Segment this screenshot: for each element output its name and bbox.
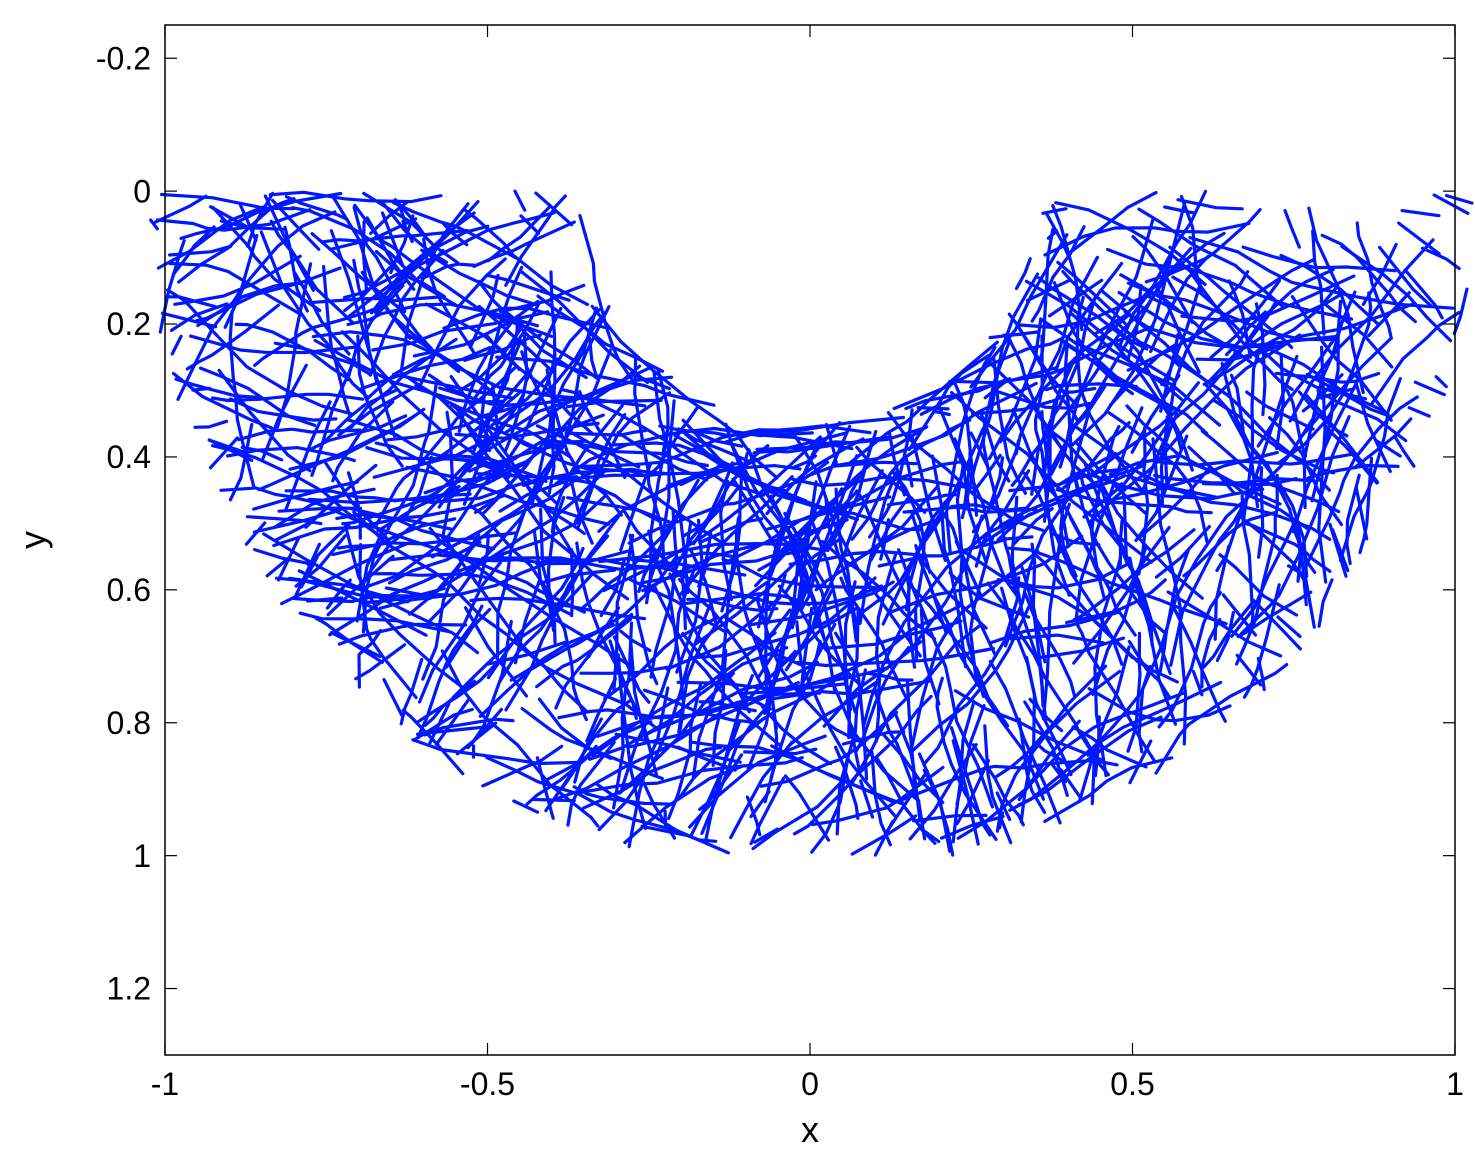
- y-tick-label: 0.8: [107, 705, 151, 741]
- x-tick-label: -0.5: [460, 1066, 515, 1102]
- x-tick-label: 0: [801, 1066, 819, 1102]
- y-tick-label: -0.2: [96, 40, 151, 76]
- x-tick-label: 0.5: [1110, 1066, 1154, 1102]
- y-tick-label: 1: [133, 838, 151, 874]
- x-axis-label: x: [801, 1109, 819, 1150]
- chart-svg: -1 -0.5 0 0.5 1 -0.2 0 0.2 0.4 0.6 0.8 1 1.2 x y: [0, 0, 1475, 1173]
- fragment: [534, 800, 575, 801]
- x-tick-label: -1: [151, 1066, 179, 1102]
- fragment: [193, 388, 210, 390]
- y-tick-label: 0: [133, 173, 151, 209]
- y-tick-label: 0.4: [107, 439, 151, 475]
- figure: -1 -0.5 0 0.5 1 -0.2 0 0.2 0.4 0.6 0.8 1 1.2 x y: [0, 0, 1475, 1173]
- y-tick-label: 0.6: [107, 572, 151, 608]
- fragment: [1092, 761, 1094, 803]
- y-tick-label: 0.2: [107, 306, 151, 342]
- y-axis-label: y: [12, 531, 53, 549]
- fragment: [221, 488, 252, 490]
- y-tick-label: 1.2: [107, 971, 151, 1007]
- x-tick-label: 1: [1446, 1066, 1464, 1102]
- fragment: [1454, 289, 1467, 334]
